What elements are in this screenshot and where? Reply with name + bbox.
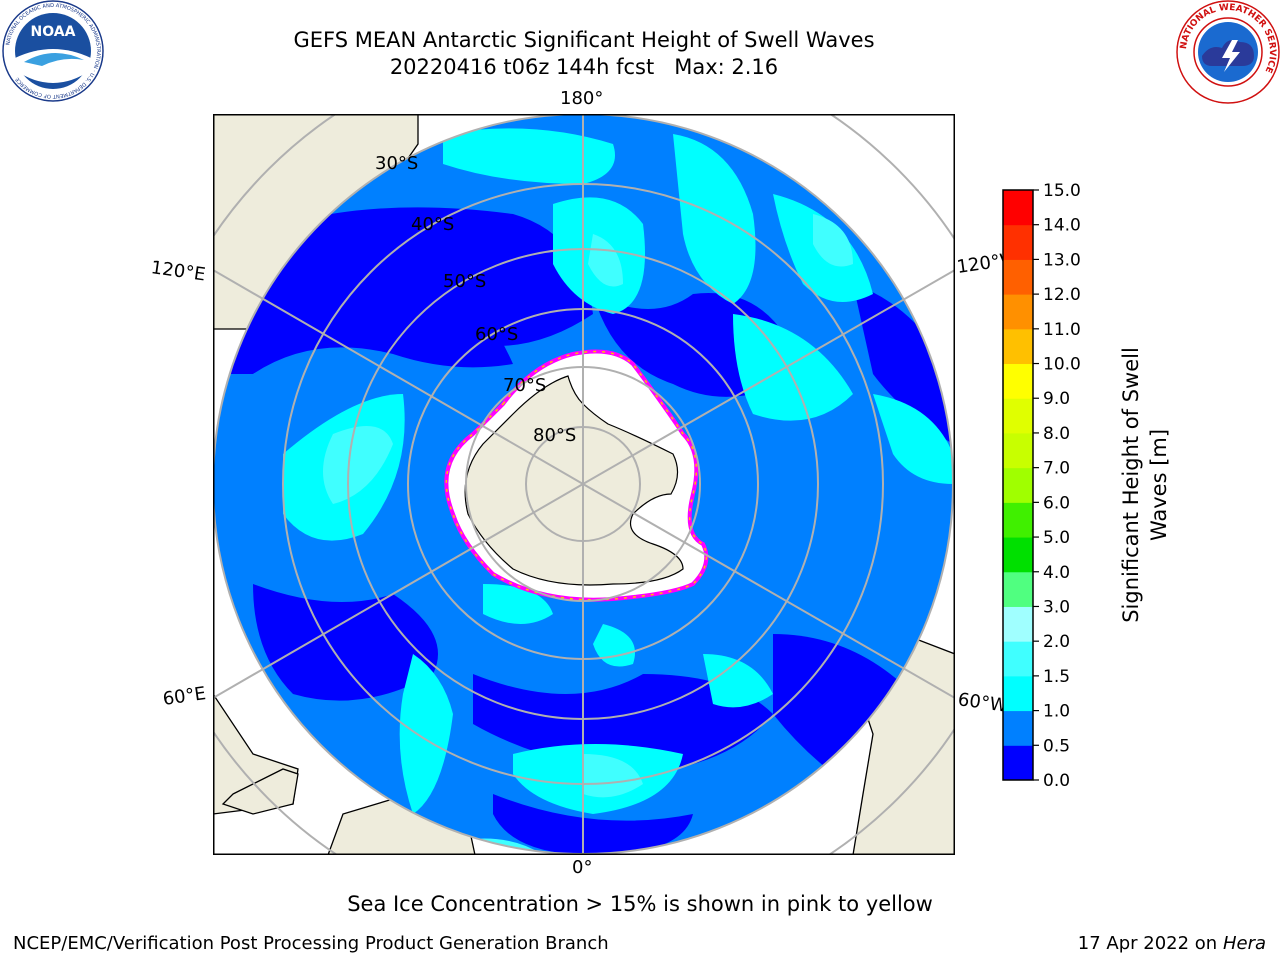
colorbar-label-line1: Significant Height of Swell <box>1119 347 1143 623</box>
lon-label-180: 180° <box>560 88 604 109</box>
colorbar-tick-label: 14.0 <box>1043 216 1081 236</box>
colorbar-tick-label: 3.0 <box>1043 597 1070 617</box>
colorbar-swatch <box>1003 190 1033 226</box>
lon-label-0: 0° <box>572 857 593 878</box>
noaa-logo-text: NOAA <box>31 24 76 40</box>
colorbar-swatch <box>1003 398 1033 434</box>
footer-date: 17 Apr 2022 on Hera <box>1078 933 1266 954</box>
chart-title-line2: 20220416 t06z 144h fcst Max: 2.16 <box>389 55 779 79</box>
colorbar-swatch <box>1003 641 1033 677</box>
meridian-lines <box>213 114 955 855</box>
colorbar-tick-label: 10.0 <box>1043 355 1081 375</box>
nws-logo: NATIONAL WEATHER SERVICE <box>1176 0 1280 104</box>
lon-label-120e: 120°E <box>149 257 207 286</box>
colorbar: 0.0 0.5 1.0 1.5 2.0 3.0 4.0 5.0 6.0 7.0 8.0 9.0 10.0… <box>1002 181 1171 790</box>
colorbar-tick-label: 11.0 <box>1043 320 1081 340</box>
colorbar-tick-label: 13.0 <box>1043 250 1081 270</box>
lat-label-30s: 30°S <box>375 153 418 174</box>
colorbar-swatch <box>1003 224 1033 260</box>
colorbar-tick-label: 12.0 <box>1043 285 1081 305</box>
colorbar-swatch <box>1003 745 1033 781</box>
colorbar-tick-label: 7.0 <box>1043 459 1070 479</box>
colorbar-swatch <box>1003 571 1033 607</box>
colorbar-swatch <box>1003 675 1033 712</box>
colorbar-tick-label: 0.0 <box>1043 771 1070 790</box>
colorbar-swatch <box>1003 606 1033 642</box>
colorbar-tick-label: 1.5 <box>1043 667 1070 687</box>
map-frame <box>213 114 955 855</box>
colorbar-swatches <box>1002 189 1034 781</box>
colorbar-swatch <box>1003 432 1033 469</box>
footer-credit: NCEP/EMC/Verification Post Processing Pr… <box>13 933 609 954</box>
colorbar-tick-label: 4.0 <box>1043 563 1070 583</box>
colorbar-tick-label: 1.0 <box>1043 702 1070 722</box>
lat-label-80s: 80°S <box>533 425 576 446</box>
colorbar-tick-label: 6.0 <box>1043 493 1070 513</box>
colorbar-swatch <box>1003 537 1033 573</box>
colorbar-ticks: 0.0 0.5 1.0 1.5 2.0 3.0 4.0 5.0 6.0 7.0 8.0 9.0 10.0… <box>1033 181 1081 790</box>
colorbar-frame <box>1002 189 1034 781</box>
colorbar-swatch <box>1003 328 1033 365</box>
colorbar-swatch <box>1003 502 1033 538</box>
colorbar-swatch <box>1003 467 1033 503</box>
lat-label-60s: 60°S <box>475 324 518 345</box>
chart-title-line1: GEFS MEAN Antarctic Significant Height o… <box>293 28 875 52</box>
polar-map: 30°S 40°S 50°S 60°S 70°S 80°S <box>213 114 955 855</box>
colorbar-swatch <box>1003 294 1033 330</box>
colorbar-swatch <box>1003 363 1033 399</box>
footer-machine: Hera <box>1222 933 1266 954</box>
lon-label-60e: 60°E <box>161 683 208 710</box>
colorbar-tick-label: 0.5 <box>1043 736 1070 756</box>
colorbar-tick-label: 2.0 <box>1043 632 1070 652</box>
lat-label-50s: 50°S <box>443 271 486 292</box>
footer-date-text: 17 Apr 2022 on <box>1077 933 1223 954</box>
colorbar-swatch <box>1003 710 1033 746</box>
colorbar-swatch <box>1003 259 1033 295</box>
lat-label-40s: 40°S <box>411 214 454 235</box>
colorbar-tick-label: 15.0 <box>1043 181 1081 201</box>
colorbar-tick-label: 9.0 <box>1043 389 1070 409</box>
colorbar-tick-label: 8.0 <box>1043 424 1070 444</box>
noaa-logo: NOAA NATIONAL OCEANIC AND ATMOSPHERIC AD… <box>2 0 104 102</box>
lat-label-70s: 70°S <box>503 375 546 396</box>
colorbar-label-line2: Waves [m] <box>1147 429 1171 541</box>
sea-ice-note: Sea Ice Concentration > 15% is shown in … <box>347 892 933 916</box>
colorbar-tick-label: 5.0 <box>1043 528 1070 548</box>
